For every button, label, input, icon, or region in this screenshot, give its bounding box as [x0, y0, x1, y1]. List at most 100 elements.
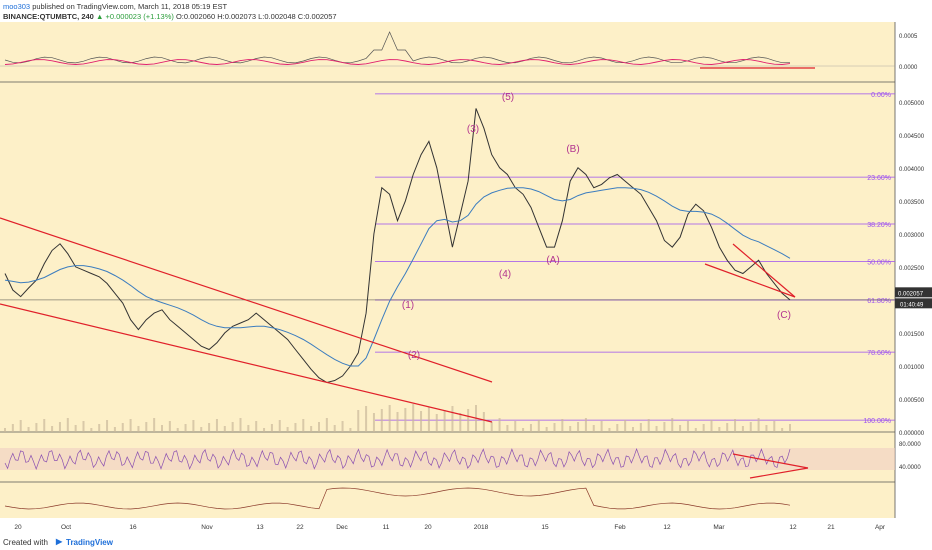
wave-label: (C)	[777, 310, 791, 321]
volume-bar	[121, 423, 124, 432]
chart-canvas[interactable]: 0.00% 23.60% 38.20% 50.00% 61.80% 78.60% 100.0…	[0, 22, 932, 536]
price-axis-tick: 0.004500	[899, 134, 925, 140]
volume-bar	[74, 425, 77, 432]
volume-bar	[208, 423, 211, 432]
price-axis-tick: 0.003000	[899, 233, 925, 239]
volume-bar	[200, 427, 203, 432]
tradingview-brand[interactable]: TradingView	[66, 538, 113, 547]
last-price-tag	[895, 287, 932, 298]
symbol-info: BINANCE:QTUMBTC, 240 ▲ +0.000023 (+1.13%…	[3, 12, 337, 21]
fib-level-label: 0.00%	[871, 92, 891, 99]
volume-bar	[679, 425, 682, 432]
time-axis-tick: 12	[663, 524, 671, 531]
volume-bar	[600, 421, 603, 432]
time-axis-background	[0, 518, 895, 536]
time-axis-tick: Dec	[336, 524, 348, 531]
volume-bar	[537, 420, 540, 432]
volume-bar	[506, 425, 509, 432]
volume-bar	[184, 424, 187, 432]
volume-bar	[427, 407, 430, 432]
volume-bar	[145, 422, 148, 432]
volume-bar	[773, 421, 776, 432]
volume-bar	[694, 428, 697, 432]
volume-bar	[404, 408, 407, 432]
created-with-text: Created with	[3, 538, 48, 547]
price-axis-tick: 0.000000	[899, 431, 925, 437]
time-axis-tick: Feb	[614, 524, 626, 531]
wave-label: (5)	[502, 92, 514, 103]
price-axis-tick: 0.002500	[899, 266, 925, 272]
volume-bar	[522, 428, 525, 432]
volume-bar	[270, 424, 273, 432]
volume-bar	[789, 424, 791, 432]
volume-bar	[647, 419, 650, 432]
rsi-axis-tick: 80.0000	[899, 442, 921, 448]
countdown-tag	[895, 298, 932, 309]
volume-bar	[655, 426, 658, 432]
chart-background	[0, 22, 895, 518]
wave-label: (2)	[408, 350, 420, 361]
up-arrow-icon: ▲	[95, 12, 104, 21]
volume-bar	[734, 419, 737, 432]
volume-bar	[380, 409, 383, 432]
time-axis-tick: 21	[827, 524, 835, 531]
volume-bar	[19, 420, 22, 432]
macd-axis-tick: 0.0000	[899, 65, 918, 71]
fib-level-label: 61.80%	[867, 298, 891, 305]
price-axis-tick: 0.000500	[899, 398, 925, 404]
time-axis-tick: 11	[383, 524, 390, 531]
moving-average-line	[4, 187, 791, 367]
volume-bar	[702, 424, 705, 432]
volume-bar	[333, 425, 336, 432]
volume-bar	[616, 424, 619, 432]
wave-label: (1)	[402, 300, 414, 311]
wave-label: (3)	[467, 124, 479, 135]
volume-bar	[451, 406, 454, 432]
price-series-line	[4, 108, 791, 384]
price-axis-tick: 0.001500	[899, 332, 925, 338]
volume-bar	[577, 422, 580, 432]
chart-header: moo303 published on TradingView.com, Mar…	[0, 0, 932, 22]
volume-bar	[113, 427, 116, 432]
volume-bar	[4, 428, 6, 432]
volume-bar	[435, 414, 438, 432]
volume-bar	[671, 418, 674, 432]
time-axis-tick: 15	[541, 524, 549, 531]
macd-axis-tick: 0.0005	[899, 34, 918, 40]
volume-bar	[639, 423, 642, 432]
fib-level-label: 78.60%	[867, 350, 891, 357]
ohlc-open: O:0.002060	[175, 12, 216, 21]
volume-bar	[726, 423, 729, 432]
volume-bar	[561, 419, 564, 432]
volume-bar	[741, 426, 744, 432]
volume-bar	[176, 428, 179, 432]
volume-bar	[106, 420, 109, 432]
oscillator-line	[4, 487, 791, 510]
wave-label: (4)	[499, 269, 511, 280]
fib-level-label: 38.20%	[867, 222, 891, 229]
volume-bar	[349, 428, 352, 432]
rsi-band	[0, 448, 895, 470]
volume-bar	[749, 422, 752, 432]
wave-label: (B)	[566, 144, 579, 155]
volume-bar	[467, 409, 470, 432]
ohlc-close: C:0.002057	[297, 12, 337, 21]
symbol-name: BINANCE:QTUMBTC, 240	[3, 12, 94, 21]
volume-bar	[90, 428, 93, 432]
volume-bar	[608, 428, 611, 432]
volume-bar	[294, 423, 297, 432]
volume-bar	[529, 424, 532, 432]
volume-bar	[278, 420, 281, 432]
time-axis-tick: 2018	[474, 524, 489, 531]
trend-line-drawing	[749, 467, 809, 479]
tradingview-logo-icon: ▶	[56, 537, 63, 546]
price-axis-tick: 0.005000	[899, 101, 925, 107]
publish-info: moo303 published on TradingView.com, Mar…	[3, 2, 227, 11]
author-link[interactable]: moo303	[3, 2, 31, 11]
volume-bar	[325, 418, 328, 432]
time-axis-tick: 22	[296, 524, 304, 531]
trend-line-drawing	[0, 303, 493, 423]
volume-bar	[514, 421, 517, 432]
volume-bar	[412, 404, 415, 432]
macd-signal-line	[4, 59, 791, 65]
